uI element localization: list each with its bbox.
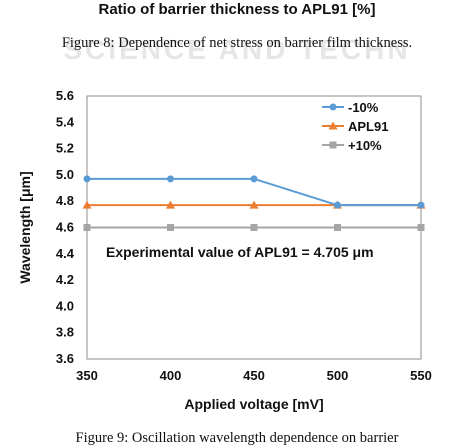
x-tick-label: 350 bbox=[76, 368, 98, 383]
y-axis-title: Wavelength [μm] bbox=[17, 171, 33, 283]
y-tick-label: 4.2 bbox=[56, 272, 74, 287]
y-tick-label: 4.4 bbox=[56, 246, 75, 261]
data-point bbox=[166, 200, 175, 209]
data-point bbox=[334, 201, 341, 209]
data-point bbox=[250, 175, 258, 183]
watermark: SCIENCE AND TECHN bbox=[63, 34, 411, 65]
data-point bbox=[167, 224, 174, 231]
legend-label: -10% bbox=[348, 100, 379, 115]
x-tick-label: 400 bbox=[160, 368, 182, 383]
data-point bbox=[167, 175, 174, 183]
legend-item: APL91 bbox=[322, 119, 388, 134]
legend-label: APL91 bbox=[348, 119, 388, 134]
data-point bbox=[83, 224, 91, 231]
series-10 bbox=[83, 224, 425, 231]
legend-item: -10% bbox=[322, 100, 379, 115]
x-tick-label: 550 bbox=[410, 368, 432, 383]
data-point bbox=[250, 224, 258, 231]
figure-9-caption: Figure 9: Oscillation wavelength depende… bbox=[75, 430, 399, 446]
y-tick-label: 5.4 bbox=[56, 114, 75, 129]
data-point bbox=[417, 201, 425, 209]
y-tick-label: 5.6 bbox=[56, 88, 74, 103]
y-axis-ticks: 3.6 3.8 4.0 4.2 4.4 4.6 4.8 5.0 5.2 5.4 5.6 bbox=[56, 88, 75, 366]
y-tick-label: 4.8 bbox=[56, 193, 74, 208]
data-point bbox=[417, 224, 425, 231]
legend-marker bbox=[329, 141, 337, 149]
legend-marker bbox=[328, 121, 338, 130]
data-point bbox=[83, 175, 91, 183]
legend: -10% APL91 +10% bbox=[322, 100, 388, 153]
y-tick-label: 5.2 bbox=[56, 141, 74, 156]
y-tick-label: 4.6 bbox=[56, 220, 74, 235]
data-point bbox=[82, 200, 92, 209]
previous-figure-title: Ratio of barrier thickness to APL91 [%] bbox=[98, 1, 376, 18]
data-point bbox=[334, 224, 341, 231]
data-point bbox=[249, 200, 259, 209]
legend-label: +10% bbox=[348, 138, 382, 153]
x-axis-title: Applied voltage [mV] bbox=[184, 396, 323, 412]
x-tick-label: 500 bbox=[327, 368, 349, 383]
chart-annotation: Experimental value of APL91 = 4.705 μm bbox=[106, 244, 374, 260]
x-axis-ticks: 350 400 450 500 550 bbox=[76, 368, 432, 383]
y-tick-label: 5.0 bbox=[56, 167, 74, 182]
y-tick-label: 4.0 bbox=[56, 298, 74, 313]
legend-marker bbox=[329, 103, 337, 111]
series-10 bbox=[83, 175, 425, 209]
y-tick-label: 3.8 bbox=[56, 325, 74, 340]
y-tick-label: 3.6 bbox=[56, 351, 74, 366]
x-tick-label: 450 bbox=[243, 368, 265, 383]
series-layer bbox=[82, 175, 426, 231]
legend-item: +10% bbox=[322, 138, 382, 153]
figure-8-caption: Figure 8: Dependence of net stress on ba… bbox=[61, 35, 413, 51]
